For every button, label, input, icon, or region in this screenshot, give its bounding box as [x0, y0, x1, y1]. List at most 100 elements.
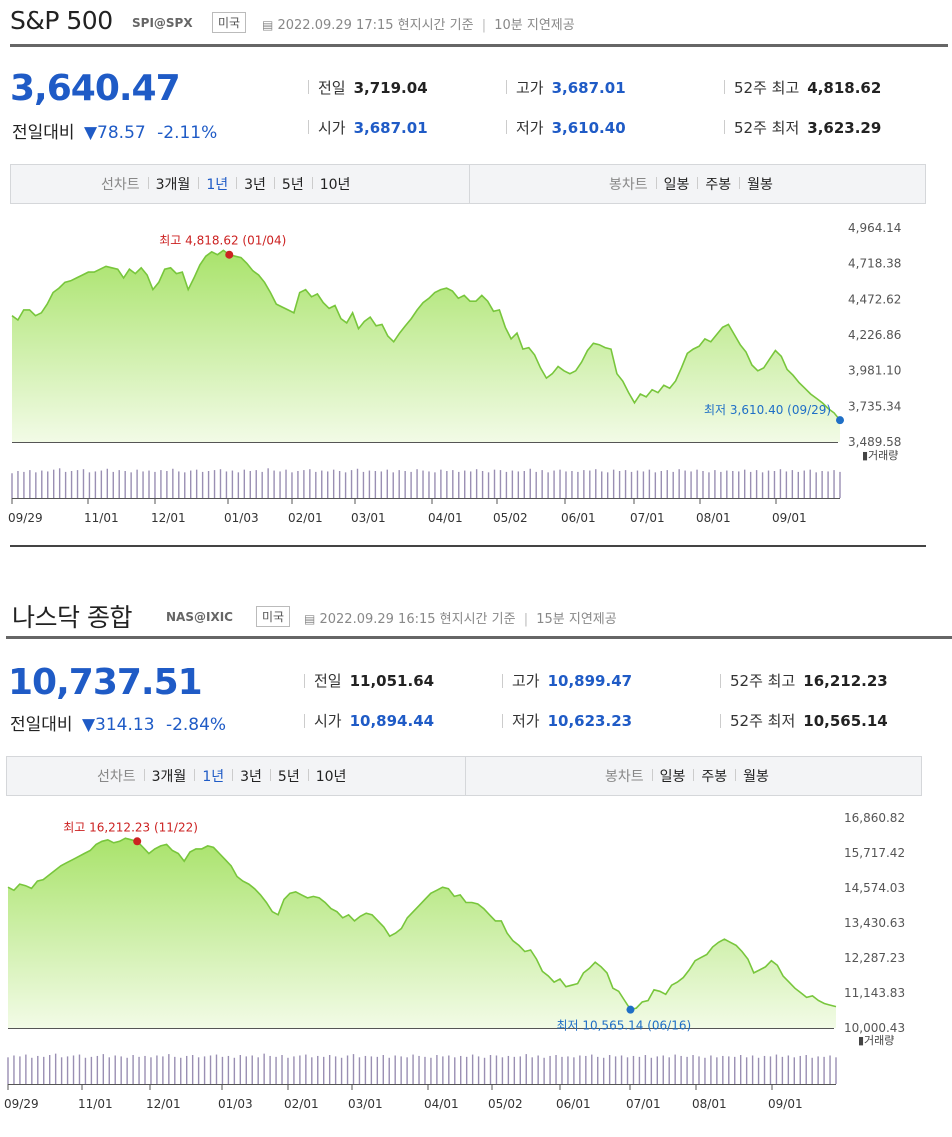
- volume-bar: [636, 470, 639, 498]
- volume-bar: [186, 1055, 188, 1084]
- range-5y-button[interactable]: 5년: [269, 766, 308, 786]
- high-label: 최고 16,212.23 (11/22): [63, 820, 198, 834]
- volume-bar: [120, 1056, 122, 1084]
- stat-prev: 전일 11,051.64: [314, 670, 434, 691]
- volume-bar: [716, 1057, 718, 1084]
- change-value: 314.13: [95, 715, 155, 735]
- stat-separator: [304, 674, 305, 688]
- price-area: [12, 250, 840, 442]
- volume-bar: [555, 1055, 557, 1084]
- x-tick-label: 01/03: [224, 511, 259, 525]
- daily-candle-button[interactable]: 일봉: [655, 174, 698, 194]
- stat-separator: [506, 80, 507, 94]
- stat-separator: [304, 714, 305, 728]
- volume-bar: [803, 470, 805, 498]
- volume-bar: [839, 471, 841, 498]
- volume-bar: [88, 472, 91, 498]
- line-chart-label: 선차트: [101, 177, 140, 193]
- current-price: 10,737.51: [8, 662, 203, 703]
- volume-bar: [714, 470, 716, 498]
- section-bottom-divider: [10, 545, 926, 547]
- volume-bar: [535, 471, 537, 498]
- stat-value: 3,610.40: [551, 119, 626, 137]
- country-badge: 미국: [212, 12, 247, 33]
- volume-bar: [632, 1055, 635, 1084]
- monthly-candle-button[interactable]: 월봉: [739, 174, 781, 194]
- volume-bar: [172, 468, 174, 498]
- weekly-candle-button[interactable]: 주봉: [697, 174, 739, 194]
- volume-bar: [203, 1056, 206, 1084]
- volume-bar: [827, 471, 829, 498]
- nasdaq-chart: 16,860.82 15,717.42 14,574.03 13,430.63 12,2…: [4, 811, 905, 1111]
- volume-bar: [382, 1055, 384, 1084]
- change-label: 전일대비: [12, 123, 75, 143]
- volume-bar: [350, 470, 353, 498]
- volume-bar: [291, 472, 293, 498]
- price-area: [8, 838, 836, 1028]
- range-10y-button[interactable]: 10년: [307, 766, 355, 786]
- volume-bar: [237, 472, 240, 498]
- volume-bar: [293, 1056, 295, 1084]
- volume-label: ▮거래량: [858, 1034, 894, 1047]
- volume-bar: [279, 471, 281, 498]
- volume-bar: [612, 469, 615, 498]
- volume-bar: [722, 1055, 724, 1084]
- volume-bar: [465, 1056, 468, 1084]
- range-1y-button[interactable]: 1년: [198, 174, 236, 194]
- stat-value: 10,565.14: [803, 712, 888, 730]
- volume-bar: [287, 1057, 289, 1084]
- volume-bar: [48, 1055, 51, 1084]
- volume-bar: [309, 469, 311, 498]
- range-3y-button[interactable]: 3년: [236, 174, 274, 194]
- range-10y-button[interactable]: 10년: [311, 174, 359, 194]
- range-3y-button[interactable]: 3년: [232, 766, 270, 786]
- volume-bar: [315, 471, 317, 498]
- volume-bar: [434, 472, 436, 498]
- volume-bar: [35, 472, 37, 498]
- volume-bar: [602, 1057, 605, 1084]
- change-pct: -2.11%: [157, 123, 218, 143]
- y-tick-label: 4,964.14: [848, 221, 901, 235]
- change-label: 전일대비: [10, 715, 73, 735]
- volume-bar: [299, 1055, 301, 1084]
- volume-bar: [7, 1057, 9, 1084]
- range-1y-button[interactable]: 1년: [194, 766, 232, 786]
- volume-bar: [142, 471, 144, 498]
- volume-bar: [501, 1057, 504, 1084]
- range-3m-button[interactable]: 3개월: [143, 766, 195, 786]
- volume-bar: [184, 472, 186, 498]
- volume-bar: [66, 1056, 69, 1084]
- range-3m-button[interactable]: 3개월: [147, 174, 199, 194]
- volume-bar: [412, 1054, 414, 1084]
- volume-bar: [471, 1054, 474, 1084]
- divider: |: [481, 18, 487, 33]
- volume-bar: [424, 1056, 426, 1084]
- sp500-chart: 4,964.14 4,718.38 4,472.62 4,226.86 3,981.10…: [8, 221, 901, 525]
- volume-bar: [684, 470, 686, 498]
- volume-bar: [215, 1054, 218, 1084]
- volume-bar: [406, 1057, 408, 1084]
- volume-bar: [340, 1057, 343, 1084]
- volume-bar: [781, 1056, 784, 1084]
- volume-bar: [511, 470, 514, 498]
- daily-candle-button[interactable]: 일봉: [651, 766, 694, 786]
- stat-separator: [720, 674, 721, 688]
- stat-value: 10,899.47: [547, 672, 633, 690]
- volume-bar: [370, 1056, 373, 1084]
- volume-bar: [499, 470, 502, 498]
- volume-bar: [666, 470, 668, 498]
- volume-bar: [118, 470, 120, 498]
- volume-bar: [567, 1056, 569, 1084]
- volume-bar: [577, 471, 579, 498]
- change-pct: -2.84%: [165, 715, 227, 735]
- volume-bar: [47, 471, 49, 498]
- volume-bar: [344, 472, 347, 498]
- volume-bar: [338, 471, 341, 498]
- range-5y-button[interactable]: 5년: [273, 174, 312, 194]
- volume-bar: [757, 1057, 760, 1084]
- volume-bar: [13, 1055, 15, 1084]
- country-badge: 미국: [256, 606, 291, 627]
- weekly-candle-button[interactable]: 주봉: [693, 766, 735, 786]
- line-chart-controls: 선차트 3개월 1년 3년 5년 10년: [89, 757, 354, 795]
- monthly-candle-button[interactable]: 월봉: [735, 766, 777, 786]
